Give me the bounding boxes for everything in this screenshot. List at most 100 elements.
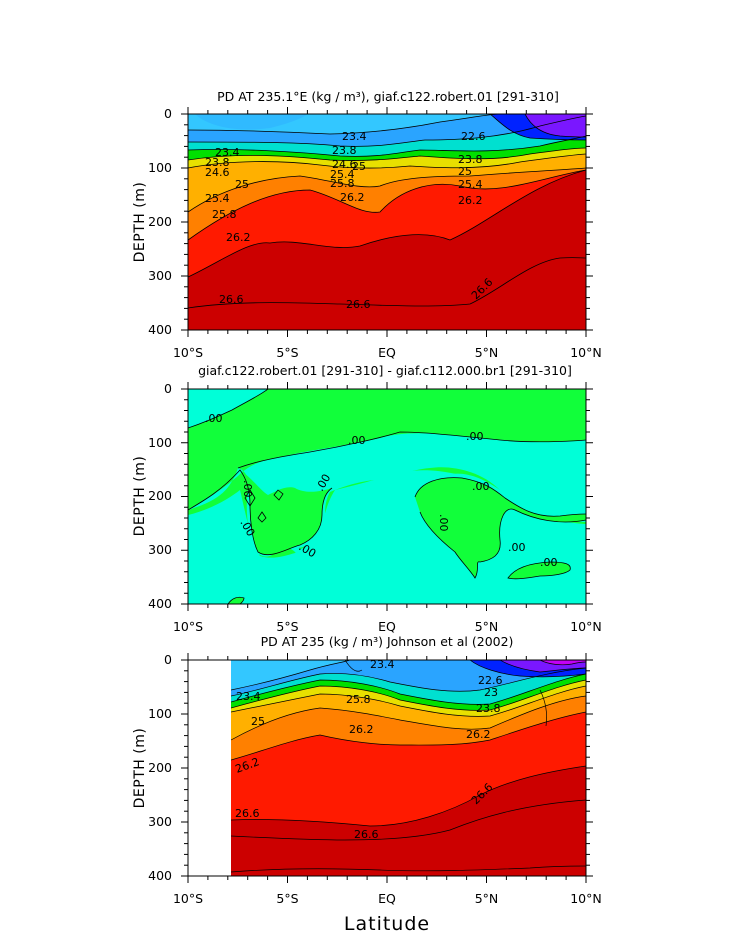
- x-tick-label: 5°N: [475, 891, 499, 906]
- contour-label: 25: [352, 160, 366, 173]
- contour-label: 23.4: [236, 690, 261, 703]
- y-tick-label: 0: [164, 106, 172, 121]
- zero-contour: [257, 511, 267, 523]
- contour-label: 23.8: [332, 144, 357, 157]
- x-tick-label: EQ: [378, 345, 396, 360]
- isopycnal-24.2: [188, 135, 586, 157]
- panel3-filled-contours: [231, 660, 586, 876]
- contour-label: 25.4: [458, 178, 483, 191]
- zero-contour: [188, 389, 269, 429]
- contour-label: 25.8: [330, 177, 355, 190]
- isopycnal-26.2: [188, 169, 586, 278]
- panel3-contour-lines: [231, 660, 586, 873]
- y-axis-label: DEPTH (m): [132, 728, 148, 809]
- contour-label: 26.6: [346, 298, 371, 311]
- panel2-filled-contours: [188, 389, 586, 604]
- y-axis-label: DEPTH (m): [132, 456, 148, 537]
- contour-label: 26.6: [354, 828, 379, 841]
- panel-model-density: PD AT 235.1°E (kg / m³), giaf.c122.rober…: [132, 89, 602, 360]
- contour-label: .00: [241, 480, 254, 498]
- panel1-ticks: [181, 107, 593, 337]
- contour-label: .00: [540, 556, 558, 569]
- zero-contour: [244, 489, 256, 507]
- panel-observed-density: PD AT 235 (kg / m³) Johnson et al (2002): [132, 634, 602, 906]
- y-tick-label: 200: [148, 760, 172, 775]
- y-tick-label: 300: [148, 814, 172, 829]
- contour-label: 24.6: [205, 166, 230, 179]
- y-tick-label: 400: [148, 868, 172, 883]
- zero-contour: [507, 561, 571, 580]
- y-tick-label: 100: [148, 706, 172, 721]
- panel1-title: PD AT 235.1°E (kg / m³), giaf.c122.rober…: [217, 89, 559, 104]
- contour-label: 25: [235, 178, 249, 191]
- contour-label: 26.2: [466, 728, 491, 741]
- y-tick-label: 200: [148, 214, 172, 229]
- contour-label: .00: [466, 430, 484, 443]
- isopycnal-22.6: [469, 660, 586, 678]
- contour-label: 23: [484, 686, 498, 699]
- isopycnal-24.6: [231, 679, 586, 711]
- density-22.2-region: [525, 114, 586, 137]
- density-23.4-region: [231, 660, 350, 690]
- y-tick-label: 300: [148, 542, 172, 557]
- contour-label: 26.2: [458, 194, 483, 207]
- isopycnal-25.0: [231, 685, 586, 717]
- density-low-region: [195, 114, 308, 130]
- zero-contour: [414, 477, 586, 517]
- isopycnal-front: [539, 689, 547, 727]
- contour-label: 26.6: [235, 807, 260, 820]
- y-tick-label: 0: [164, 381, 172, 396]
- contour-label: 23.8: [476, 702, 501, 715]
- positive-difference-left-lobe: [240, 470, 332, 555]
- x-tick-label: EQ: [378, 619, 396, 634]
- zero-contour: [188, 469, 333, 556]
- y-tick-label: 400: [148, 322, 172, 337]
- isopycnal-22.6: [489, 114, 586, 141]
- x-tick-label: 5°S: [276, 619, 298, 634]
- contour-label: 23.4: [370, 658, 395, 671]
- panel2-ticks: [181, 382, 593, 611]
- x-tick-label: 5°S: [276, 891, 298, 906]
- isopycnal-26.6: [188, 257, 586, 309]
- x-tick-label: 10°N: [570, 619, 602, 634]
- zero-contour: [227, 596, 245, 604]
- contour-label: 25.8: [212, 208, 237, 221]
- contour-label: 26.2: [226, 231, 251, 244]
- panel1-contour-lines: [188, 114, 586, 309]
- isopycnal-25.8: [188, 169, 586, 241]
- contour-label: 23.8: [458, 153, 483, 166]
- y-tick-label: 100: [148, 160, 172, 175]
- isopycnal-23.4: [231, 660, 351, 691]
- contour-label: 25.4: [205, 192, 230, 205]
- panel-difference: giaf.c122.robert.01 [291-310] - giaf.c11…: [132, 363, 602, 634]
- y-tick-label: 100: [148, 435, 172, 450]
- isopycnal-25.4: [188, 167, 586, 213]
- panel1-filled-contours: [188, 114, 586, 330]
- x-tick-label: EQ: [378, 891, 396, 906]
- contour-label: 23.8: [205, 156, 230, 169]
- y-axis-label: DEPTH (m): [132, 182, 148, 263]
- positive-difference-bottom-left: [228, 597, 244, 604]
- isopycnal-23.8: [231, 667, 586, 697]
- zero-contour: [419, 508, 586, 579]
- isopycnal-26.2: [231, 765, 586, 827]
- x-tick-label: 10°S: [173, 619, 203, 634]
- contour-label: 25.4: [330, 168, 355, 181]
- isopycnal-surface: [344, 660, 363, 672]
- panel3-title: PD AT 235 (kg / m³) Johnson et al (2002): [261, 634, 514, 649]
- isopycnal-25.0: [188, 153, 586, 169]
- x-tick-label: 5°S: [276, 345, 298, 360]
- contour-label: .00: [348, 434, 366, 447]
- x-tick-label: 5°N: [475, 619, 499, 634]
- isopycnal-23.8: [188, 115, 586, 147]
- contour-label: 22.6: [478, 674, 503, 687]
- contour-label: .00: [437, 514, 450, 532]
- x-tick-label: 5°N: [475, 345, 499, 360]
- y-tick-label: 400: [148, 596, 172, 611]
- contour-label: .00: [472, 480, 490, 493]
- density-23.4-region: [188, 114, 500, 134]
- isopycnal-23.4: [188, 114, 501, 135]
- contour-label: 25: [458, 165, 472, 178]
- isopycnal-22.2: [499, 660, 586, 673]
